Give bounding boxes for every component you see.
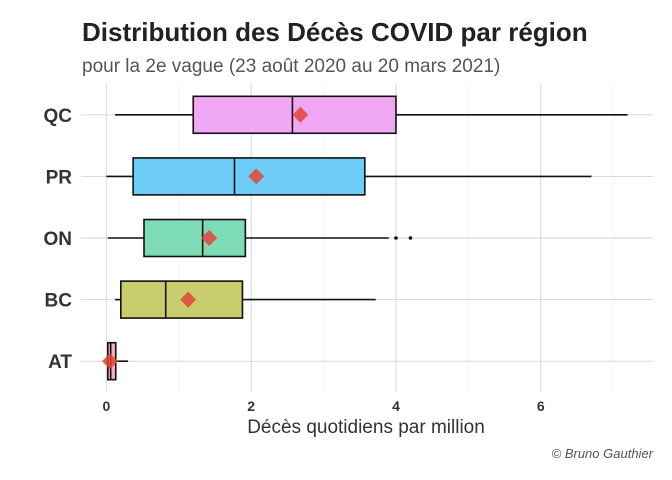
y-tick-label: QC bbox=[44, 106, 73, 127]
mean-marker bbox=[101, 353, 118, 370]
y-tick-label: AT bbox=[48, 352, 72, 373]
mean-marker bbox=[248, 168, 265, 185]
chart-title: Distribution des Décès COVID par région bbox=[82, 17, 588, 47]
box-group-pr bbox=[106, 157, 592, 196]
y-tick-label: ON bbox=[44, 229, 73, 250]
chart-subtitle: pour la 2e vague (23 août 2020 au 20 mar… bbox=[82, 56, 500, 77]
x-tick-label: 0 bbox=[102, 398, 110, 414]
y-tick-label: PR bbox=[46, 167, 73, 188]
x-tick-label: 6 bbox=[537, 398, 545, 414]
y-tick-label: BC bbox=[45, 291, 73, 312]
mean-marker bbox=[201, 230, 218, 246]
outlier-point bbox=[394, 236, 398, 240]
x-tick-label: 4 bbox=[392, 398, 400, 414]
x-tick-label: 2 bbox=[247, 398, 255, 414]
caption: © Bruno Gauthier bbox=[552, 446, 654, 461]
x-axis-ticks: 0 2 4 6 bbox=[102, 398, 544, 414]
boxplots bbox=[101, 95, 628, 381]
outlier-point bbox=[408, 236, 413, 240]
box-group-on bbox=[107, 218, 413, 258]
y-axis-ticks: QC PR ON BC AT bbox=[44, 106, 73, 373]
box-on bbox=[143, 218, 247, 258]
x-axis-label: Décès quotidiens par million bbox=[247, 417, 485, 438]
mean-marker bbox=[180, 291, 197, 308]
mean-marker bbox=[292, 106, 309, 123]
box-group-qc bbox=[115, 95, 628, 135]
box-group-at bbox=[101, 341, 129, 381]
box-group-bc bbox=[115, 280, 376, 319]
